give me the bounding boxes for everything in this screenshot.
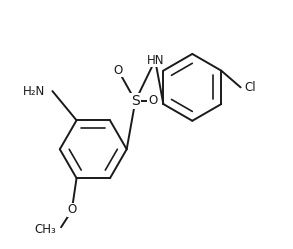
- Text: O: O: [113, 63, 123, 76]
- Text: CH₃: CH₃: [34, 223, 56, 236]
- Text: S: S: [131, 94, 140, 108]
- Text: O: O: [148, 94, 157, 108]
- Text: HN: HN: [146, 54, 164, 67]
- Text: O: O: [68, 203, 77, 216]
- Text: Cl: Cl: [244, 81, 256, 94]
- Text: H₂N: H₂N: [23, 85, 45, 98]
